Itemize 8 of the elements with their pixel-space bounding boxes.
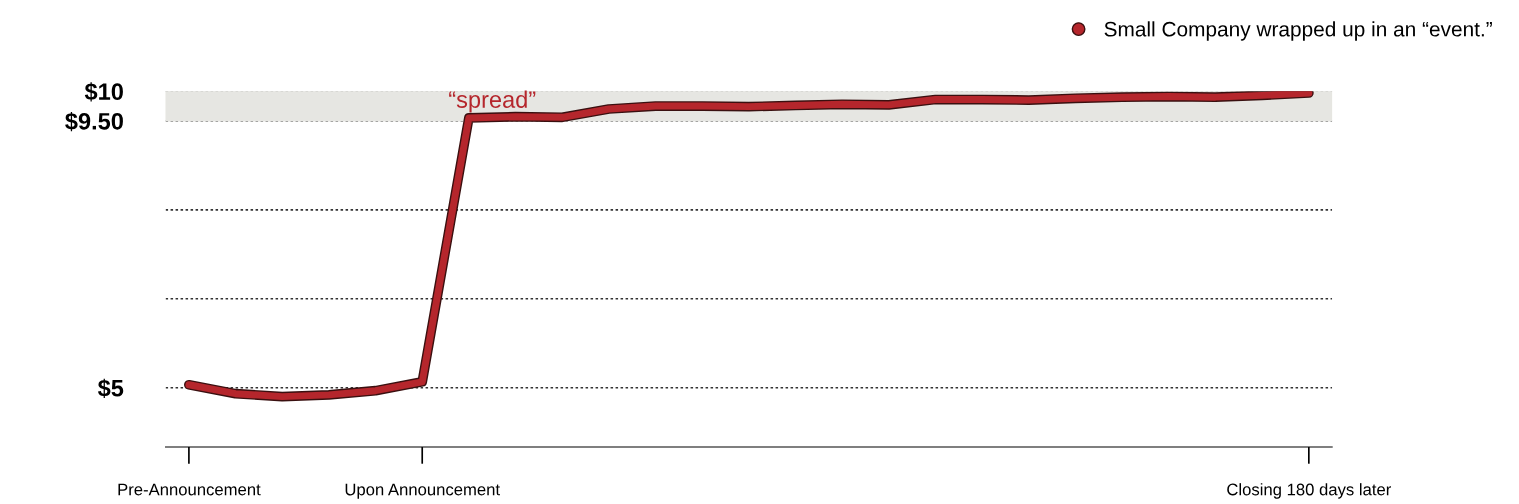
y-tick-label: $10 [84,82,123,102]
y-tick-label: $5 [97,378,124,399]
legend-label: Small Company wrapped up in an “event.” [1104,21,1492,41]
y-tick-label: $9.50 [65,111,123,132]
x-tick-label: Upon Announcement [345,483,500,499]
x-tick-label: Pre-Announcement [118,483,261,496]
band-label: “spread” [449,90,536,113]
x-tick-label: Closing 180 days later [1227,483,1392,499]
